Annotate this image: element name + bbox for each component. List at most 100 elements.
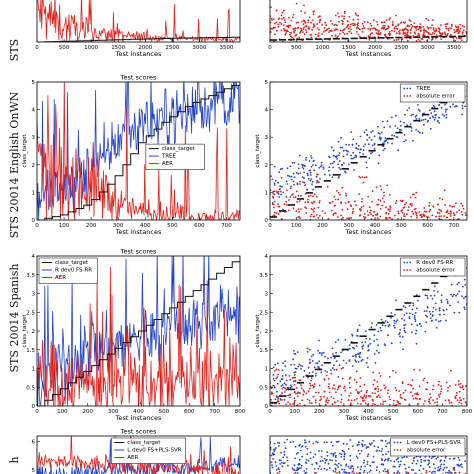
series-absolute-error-point [433, 32, 436, 35]
series-absolute-error-point [462, 29, 465, 32]
series-absolute-error-point [289, 35, 292, 38]
series-l-dev0-fs-pls-svr-point [378, 450, 381, 452]
series-l-dev0-fs-pls-svr-point [376, 449, 378, 452]
legend-entry: R dev0 FS-RR [55, 268, 92, 274]
series-absolute-error-point [363, 217, 366, 220]
series-tree-point [406, 124, 408, 127]
series-absolute-error-point [428, 210, 431, 213]
x-axis-label: Test instances [345, 50, 392, 58]
series-l-dev0-fs-pls-svr-point [373, 445, 376, 448]
series-absolute-error-point [437, 27, 440, 29]
series-l-dev0-fs-pls-svr-point [323, 457, 326, 460]
series-absolute-error-point [395, 200, 398, 202]
series-absolute-error-point [308, 402, 311, 404]
series-tree-point [301, 176, 304, 179]
series-absolute-error-point [315, 391, 317, 394]
series-tree-point [309, 179, 312, 182]
series-absolute-error-point [345, 362, 348, 364]
series-absolute-error-point [380, 27, 383, 30]
series-absolute-error-point [455, 26, 458, 29]
series-absolute-error-point [298, 363, 301, 366]
series-l-dev0-fs-pls-svr-point [437, 466, 440, 469]
series-r-dev0-fs-rr-point [281, 369, 284, 372]
series-r-dev0-fs-rr-point [417, 299, 419, 302]
series-l-dev0-fs-pls-svr-point [369, 464, 372, 467]
series-r-dev0-fs-rr-point [383, 343, 386, 345]
series-absolute-error-point [353, 399, 356, 401]
series-tree-point [386, 120, 389, 123]
series-r-dev0-fs-rr-point [282, 362, 284, 365]
series-absolute-error-point [306, 398, 309, 401]
series-absolute-error-point [343, 385, 346, 388]
series-absolute-error-point [383, 201, 386, 203]
series-absolute-error-point [420, 213, 422, 216]
series-absolute-error-point [368, 38, 371, 41]
series-l-dev0-fs-pls-svr-point [424, 459, 427, 462]
series-l-dev0-fs-pls-svr-point [361, 443, 364, 446]
series-absolute-error-point [348, 217, 351, 220]
series-tree-point [276, 192, 279, 194]
series-tree-point [279, 168, 282, 171]
series-absolute-error-point [275, 368, 278, 371]
x-tick-label: 3000 [192, 45, 206, 51]
series-absolute-error-point [391, 23, 394, 25]
series-r-dev0-fs-rr-point [322, 351, 325, 354]
series-absolute-error-point [419, 40, 421, 42]
series-r-dev0-fs-rr-point [319, 352, 321, 354]
legend-marker [409, 87, 412, 90]
series-absolute-error-point [292, 403, 294, 405]
series-l-dev0-fs-pls-svr-point [334, 471, 336, 473]
series-absolute-error-point [361, 198, 363, 200]
series-l-dev0-fs-pls-svr-point [383, 459, 386, 462]
series-absolute-error-point [294, 29, 296, 32]
series-tree-point [340, 136, 342, 139]
series-r-dev0-fs-rr-point [276, 390, 278, 393]
series-l-dev0-fs-pls-svr-point [361, 445, 364, 448]
series-absolute-error-point [444, 32, 446, 35]
series-absolute-error-point [388, 404, 391, 406]
series-absolute-error-point [367, 27, 369, 30]
x-tick-label: 500 [159, 409, 170, 415]
series-absolute-error-point [333, 24, 336, 26]
series-absolute-error-point [344, 202, 347, 204]
series-absolute-error-point [423, 207, 426, 209]
series-r-dev0-fs-rr-point [462, 285, 464, 288]
series-tree-point [342, 149, 345, 152]
series-tree-point [444, 103, 446, 106]
series-r-dev0-fs-rr-point [362, 344, 365, 347]
series-absolute-error-point [387, 38, 389, 40]
series-tree-point [391, 142, 393, 145]
series-r-dev0-fs-rr-point [273, 379, 276, 382]
series-absolute-error-point [303, 390, 306, 393]
x-tick-label: 400 [363, 409, 374, 415]
series-absolute-error-point [316, 27, 319, 29]
series-l-dev0-fs-pls-svr-point [340, 455, 343, 458]
series-l-dev0-fs-pls-svr-point [271, 466, 274, 469]
series-absolute-error-point [419, 23, 422, 25]
series-tree-point [350, 157, 352, 160]
series-l-dev0-fs-pls-svr-point [287, 464, 289, 467]
legend-entry: AER [127, 455, 138, 461]
series-tree-point [379, 132, 381, 135]
series-absolute-error-point [289, 31, 292, 34]
x-axis-label: Test instances [115, 414, 162, 422]
series-r-dev0-fs-rr-point [380, 329, 382, 332]
series-absolute-error-point [339, 33, 341, 35]
series-r-dev0-fs-rr-point [426, 294, 428, 297]
series-l-dev0-fs-pls-svr-point [459, 464, 462, 466]
series-absolute-error-point [447, 386, 449, 389]
series-r-dev0-fs-rr-point [335, 351, 337, 354]
series-tree-point [353, 169, 355, 172]
series-r-dev0-fs-rr-point [408, 317, 411, 320]
series-r-dev0-fs-rr-point [356, 328, 359, 331]
series-absolute-error-point [289, 24, 292, 27]
series-absolute-error-point [459, 383, 462, 385]
series-absolute-error-point [339, 29, 342, 32]
series-absolute-error-point [314, 401, 317, 404]
series-tree-point [403, 134, 406, 136]
series-l-dev0-fs-pls-svr-point [305, 471, 308, 474]
series-absolute-error-point [288, 16, 290, 19]
